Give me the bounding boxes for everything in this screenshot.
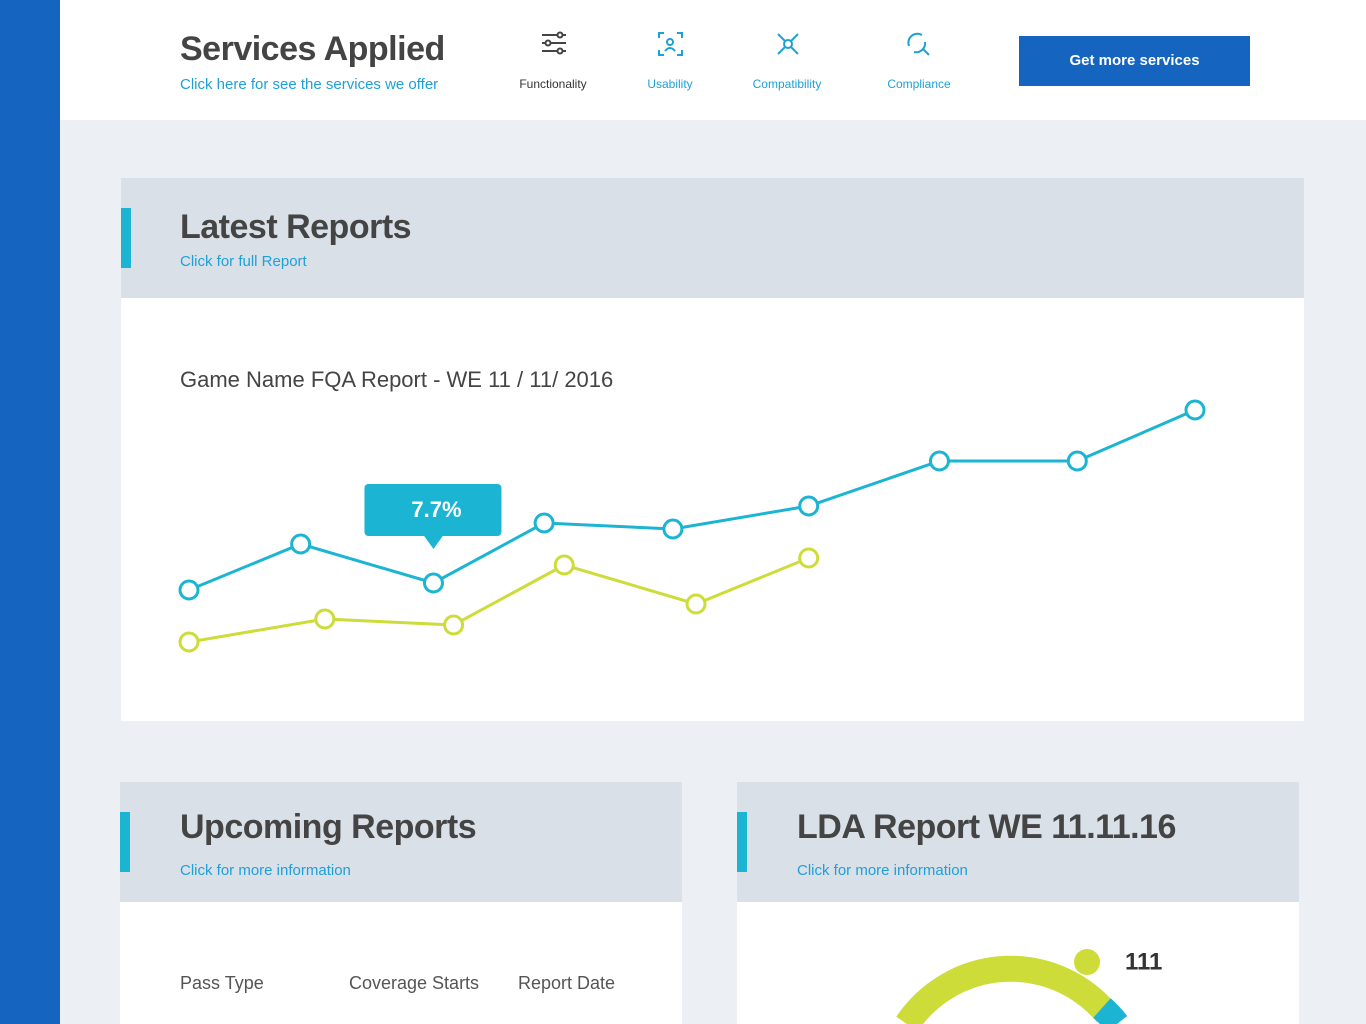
accent-bar (737, 812, 747, 872)
chart: Game Name FQA Report - WE 11 / 11/ 2016 … (178, 367, 1206, 653)
card-header (120, 782, 682, 902)
get-services-button[interactable]: Get more services (1019, 36, 1250, 86)
data-point (928, 450, 950, 472)
card-header (737, 782, 1299, 902)
nav-icons (542, 31, 930, 56)
card-title: Upcoming Reports (180, 808, 477, 846)
data-point (685, 593, 707, 615)
column-header: Pass Type (180, 973, 264, 993)
donut: 111 (896, 948, 1162, 1024)
legend-dot (1074, 949, 1100, 975)
data-label: 7.7% (411, 497, 461, 522)
chart-title: Game Name FQA Report - WE 11 / 11/ 2016 (180, 367, 613, 392)
header-link[interactable]: Click here for see the services we offer (180, 76, 439, 93)
icon-compatibility (777, 33, 799, 55)
data-point (178, 631, 200, 653)
card-body (120, 902, 682, 1024)
data-point (314, 608, 336, 630)
card-header (121, 178, 1304, 298)
donut-arc (896, 955, 1118, 1024)
card-body (121, 298, 1304, 721)
series-line (188, 408, 1196, 592)
data-point (422, 572, 444, 594)
card-link[interactable]: Click for more information (797, 862, 968, 879)
series-line (188, 556, 810, 644)
card-link[interactable]: Click for full Report (180, 253, 307, 270)
icon-compliance (907, 32, 930, 56)
data-point (798, 547, 820, 569)
sidebar (0, 0, 60, 1024)
data-point (290, 533, 312, 555)
nav-item[interactable]: Compatibility (752, 77, 822, 91)
accent-bar (121, 208, 131, 268)
accent-bar (120, 812, 130, 872)
icon-usability (658, 32, 683, 56)
legend-label: 111 (1125, 948, 1162, 975)
tooltip-pointer (423, 535, 444, 549)
column-header: Report Date (518, 973, 616, 993)
column-header: Coverage Starts (349, 973, 480, 993)
donut-arc (1093, 998, 1128, 1024)
data-point (443, 614, 465, 636)
data-point (798, 495, 820, 517)
card-title: LDA Report WE 11.11.16 (797, 808, 1176, 846)
nav-item[interactable]: Usability (647, 77, 693, 91)
data-point (178, 579, 200, 601)
icon-functionality (542, 31, 566, 55)
data-point (533, 512, 555, 534)
data-point (553, 554, 575, 576)
nav-item[interactable]: Functionality (519, 77, 587, 91)
nav-item[interactable]: Compliance (887, 77, 951, 91)
card-link[interactable]: Click for more information (180, 862, 351, 879)
data-point (1066, 450, 1088, 472)
card-title: Latest Reports (180, 208, 412, 246)
header-title: Services Applied (180, 30, 445, 68)
tooltip-box (364, 484, 502, 536)
data-point (1184, 399, 1206, 421)
data-point (662, 518, 684, 540)
